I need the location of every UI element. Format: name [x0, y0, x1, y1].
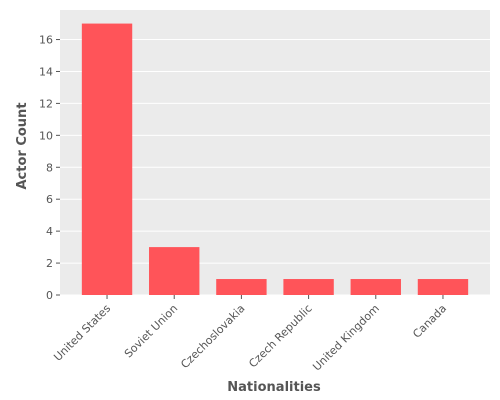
bar: [149, 247, 200, 295]
y-tick-label: 12: [39, 97, 53, 110]
y-tick-label: 10: [39, 129, 53, 142]
y-tick-label: 0: [46, 289, 53, 302]
y-tick-label: 4: [46, 225, 53, 238]
x-tick-label: United Kingdom: [310, 302, 382, 374]
x-tick-label: Czechoslovakia: [178, 302, 247, 371]
x-tick-label: United States: [51, 302, 113, 364]
bar: [350, 279, 401, 295]
x-axis-label: Nationalities: [227, 380, 321, 395]
y-axis-label: Actor Count: [15, 102, 30, 189]
y-tick-label: 14: [39, 65, 53, 78]
y-tick-label: 6: [46, 193, 53, 206]
bar: [81, 23, 133, 295]
x-tick-label: Soviet Union: [122, 302, 180, 360]
bars: [81, 23, 469, 295]
bar: [417, 279, 469, 295]
x-tick-label: Czech Republic: [246, 302, 314, 370]
y-tick-label: 8: [46, 161, 53, 174]
x-axis-ticks: United States Soviet UnionCzechoslovakiaC…: [51, 295, 449, 374]
y-tick-label: 2: [46, 257, 53, 270]
bar: [283, 279, 334, 295]
y-tick-label: 16: [39, 34, 53, 47]
bar: [216, 279, 267, 295]
x-tick-label: Canada: [410, 302, 449, 341]
y-axis-ticks: 0 2 4 6 8 10 12 14 16: [39, 34, 60, 302]
